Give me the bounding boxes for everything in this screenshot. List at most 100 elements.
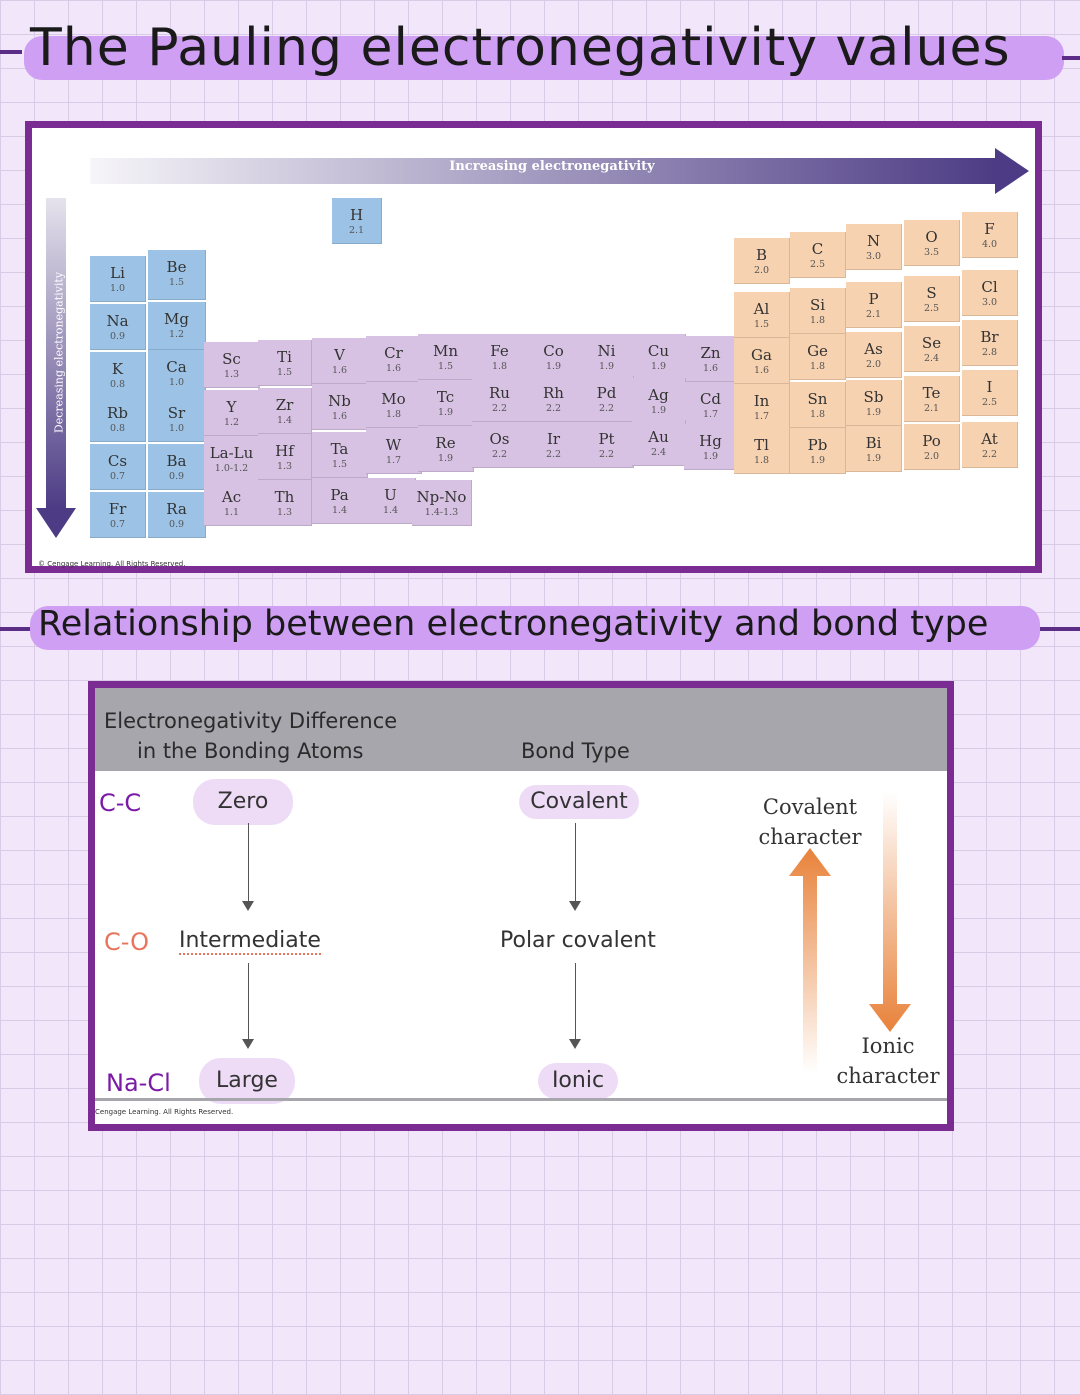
element-symbol: Ba [166, 452, 187, 470]
element-electronegativity: 1.6 [331, 365, 348, 376]
element-symbol: Pd [596, 384, 617, 402]
element-symbol: N [866, 232, 881, 250]
element-cell-fe: Fe 1.8 [472, 334, 528, 380]
element-cell-au: Au 2.4 [632, 420, 686, 466]
element-electronegativity: 1.8 [491, 361, 508, 372]
element-electronegativity: 2.0 [753, 265, 770, 276]
pair-c-c: C-C [99, 789, 142, 817]
element-symbol: Sc [222, 350, 241, 368]
element-cell-w: W 1.7 [366, 428, 422, 474]
element-cell-zr: Zr 1.4 [258, 388, 312, 434]
element-electronegativity: 1.2 [223, 417, 240, 428]
element-electronegativity: 0.7 [109, 471, 126, 482]
element-cell-th: Th 1.3 [258, 480, 312, 526]
element-electronegativity: 1.5 [276, 367, 293, 378]
bond-type-figure: Electronegativity Difference in the Bond… [88, 681, 954, 1131]
difference-zero: Zero [193, 779, 293, 825]
element-electronegativity: 2.1 [348, 225, 365, 236]
element-cell-sr: Sr 1.0 [148, 396, 206, 442]
element-cell-in: In 1.7 [734, 384, 790, 430]
element-symbol: Fr [108, 500, 127, 518]
element-cell-hg: Hg 1.9 [684, 424, 738, 470]
element-electronegativity: 1.6 [702, 363, 719, 374]
element-electronegativity: 1.5 [331, 459, 348, 470]
element-electronegativity: 1.9 [545, 361, 562, 372]
element-electronegativity: 1.4-1.3 [424, 507, 459, 518]
element-electronegativity: 2.5 [923, 303, 940, 314]
element-symbol: Te [922, 384, 941, 402]
element-symbol: Pt [598, 430, 615, 448]
element-electronegativity: 3.0 [981, 297, 998, 308]
element-symbol: Be [166, 258, 187, 276]
element-cell-ru: Ru 2.2 [472, 376, 528, 422]
element-electronegativity: 1.7 [702, 409, 719, 420]
decreasing-electronegativity-label: Decreasing electronegativity [52, 271, 66, 434]
element-cell-pb: Pb 1.9 [790, 428, 846, 474]
element-cell-ge: Ge 1.8 [790, 334, 846, 380]
element-symbol: Cu [647, 342, 670, 360]
element-electronegativity: 1.0 [168, 423, 185, 434]
element-electronegativity: 1.4 [331, 505, 348, 516]
element-symbol: Re [435, 434, 456, 452]
element-electronegativity: 2.2 [545, 449, 562, 460]
ionic-label-line1: Ionic [861, 1034, 915, 1058]
element-electronegativity: 2.1 [865, 309, 882, 320]
element-symbol: W [385, 436, 402, 454]
element-cell-mg: Mg 1.2 [148, 302, 206, 350]
element-symbol: Si [809, 296, 826, 314]
element-symbol: Ta [330, 440, 349, 458]
element-symbol: Ni [597, 342, 616, 360]
element-electronegativity: 1.5 [437, 361, 454, 372]
element-symbol: Au [648, 428, 669, 446]
element-cell-te: Te 2.1 [904, 376, 960, 422]
element-cell-at: At 2.2 [962, 422, 1018, 468]
element-electronegativity: 1.6 [385, 363, 402, 374]
section-subtitle: Relationship between electronegativity a… [38, 604, 989, 644]
arrow-down-icon [569, 901, 581, 911]
element-symbol: Cd [699, 390, 722, 408]
element-cell-hf: Hf 1.3 [258, 434, 312, 480]
element-electronegativity: 0.8 [109, 423, 126, 434]
element-electronegativity: 1.0 [109, 283, 126, 294]
element-electronegativity: 2.2 [545, 403, 562, 414]
element-electronegativity: 1.4 [382, 505, 399, 516]
element-electronegativity: 1.9 [650, 405, 667, 416]
increasing-arrow [90, 158, 995, 184]
element-electronegativity: 1.3 [276, 507, 293, 518]
element-electronegativity: 1.2 [168, 329, 185, 340]
difference-header-line1: Electronegativity Difference [104, 709, 398, 733]
element-cell-nb: Nb 1.6 [312, 384, 368, 430]
element-symbol: Mg [164, 310, 189, 328]
difference-arrow-1 [248, 823, 249, 903]
ionic-character-label: Ionic character [823, 1031, 953, 1091]
element-symbol: O [925, 228, 938, 246]
element-symbol: In [753, 392, 770, 410]
element-electronegativity: 1.9 [598, 361, 615, 372]
element-symbol: Ga [751, 346, 772, 364]
element-electronegativity: 1.7 [753, 411, 770, 422]
bond-type-header: Bond Type [521, 739, 630, 763]
element-cell-pd: Pd 2.2 [580, 376, 634, 422]
element-electronegativity: 1.9 [437, 453, 454, 464]
element-cell-be: Be 1.5 [148, 250, 206, 300]
element-symbol: Sn [807, 390, 828, 408]
bond-polar-covalent: Polar covalent [500, 928, 656, 953]
element-symbol: Rb [107, 404, 128, 422]
element-electronegativity: 0.9 [109, 331, 126, 342]
arrow-up-icon [789, 848, 831, 1073]
ionic-character-arrow [869, 792, 911, 1032]
bond-ionic: Ionic [538, 1063, 618, 1099]
element-cell-rb: Rb 0.8 [90, 396, 146, 442]
bond-table-copyright: Cengage Learning. All Rights Reserved. [95, 1108, 234, 1116]
element-cell-ta: Ta 1.5 [312, 432, 368, 478]
difference-header-line2: in the Bonding Atoms [137, 739, 364, 763]
element-cell-cd: Cd 1.7 [684, 382, 738, 428]
element-electronegativity: 2.2 [598, 449, 615, 460]
element-symbol: Fe [490, 342, 509, 360]
element-cell-tl: Tl 1.8 [734, 428, 790, 474]
element-electronegativity: 2.4 [650, 447, 667, 458]
element-electronegativity: 1.5 [753, 319, 770, 330]
element-cell-ba: Ba 0.9 [148, 444, 206, 490]
element-electronegativity: 1.6 [753, 365, 770, 376]
subtitle-dash-right [1040, 627, 1080, 631]
